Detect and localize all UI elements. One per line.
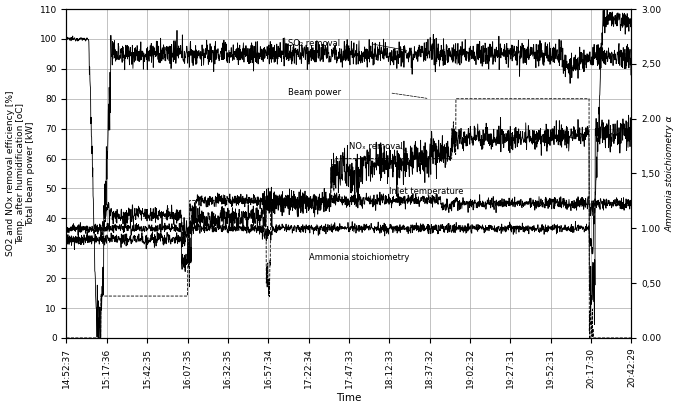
- Y-axis label: Ammonia stoichiometry α: Ammonia stoichiometry α: [666, 115, 675, 231]
- Y-axis label: SO2 and NOx removal efficiency [%]
Temp. after humidification [oC]
Total beam po: SO2 and NOx removal efficiency [%] Temp.…: [5, 91, 35, 256]
- Text: Inlet temperature: Inlet temperature: [390, 187, 464, 196]
- Text: NOₓ removal: NOₓ removal: [349, 142, 403, 151]
- Text: Beam power: Beam power: [288, 88, 341, 97]
- Text: Ammonia stoichiometry: Ammonia stoichiometry: [309, 253, 409, 262]
- Text: SO₂ removal: SO₂ removal: [288, 39, 341, 48]
- X-axis label: Time: Time: [337, 393, 362, 403]
